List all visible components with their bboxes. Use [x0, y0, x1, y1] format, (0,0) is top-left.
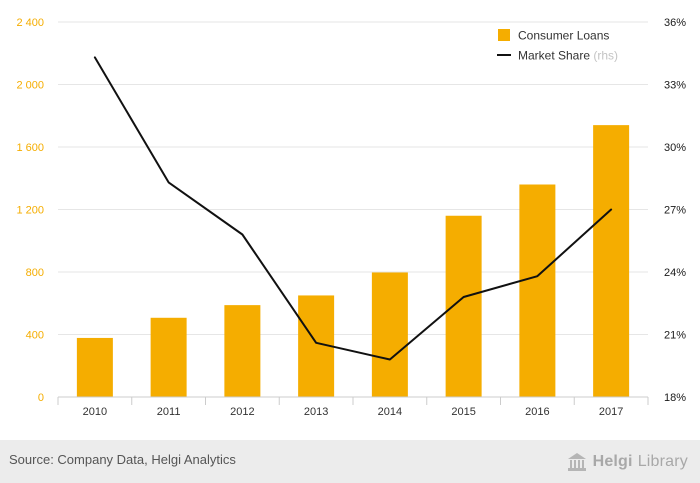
- left-axis-tick-label: 800: [26, 267, 44, 279]
- x-axis-tick-label: 2017: [599, 406, 623, 418]
- left-axis-tick-label: 0: [38, 392, 44, 404]
- x-axis-tick-label: 2012: [230, 406, 254, 418]
- chart-area: 0 400 800 1 200 1 600 2 000 2 400 18% 21% 24% 27% 3…: [16, 17, 686, 418]
- helgi-library-logo: Helgi Library: [566, 449, 688, 475]
- library-building-icon: [567, 453, 586, 471]
- brand-name-part1: Helgi: [592, 453, 633, 470]
- x-axis-tick-label: 2016: [525, 406, 549, 418]
- bar-consumer-loans: [150, 317, 187, 397]
- right-axis-tick-label: 33%: [664, 80, 686, 92]
- right-axis-tick-label: 30%: [664, 142, 686, 154]
- x-axis-tick-label: 2013: [304, 406, 328, 418]
- right-axis-tick-label: 36%: [664, 17, 686, 29]
- combo-chart: 0 400 800 1 200 1 600 2 000 2 400 18% 21% 24% 27% 3…: [16, 17, 686, 418]
- bar-consumer-loans: [371, 272, 408, 397]
- left-axis-tick-label: 1 200: [16, 205, 44, 217]
- source-text: Source: Company Data, Helgi Analytics: [9, 452, 236, 467]
- bar-consumer-loans: [224, 305, 261, 397]
- x-axis-tick-label: 2014: [378, 406, 402, 418]
- line-market-share: [93, 56, 613, 361]
- left-axis-tick-label: 2 400: [16, 17, 44, 29]
- footer: Source: Company Data, Helgi Analytics He…: [0, 440, 700, 483]
- x-axis-tick-label: 2010: [83, 406, 107, 418]
- left-axis-tick-label: 1 600: [16, 142, 44, 154]
- legend-label-market-share: Market Share (rhs): [518, 49, 618, 63]
- right-axis-tick-label: 24%: [664, 267, 686, 279]
- legend-rhs-suffix: (rhs): [593, 49, 618, 63]
- right-axis-tick-label: 21%: [664, 330, 686, 342]
- right-axis-tick-label: 18%: [664, 392, 686, 404]
- bar-consumer-loans: [76, 337, 113, 397]
- bar-consumer-loans: [593, 125, 630, 397]
- left-axis-tick-label: 400: [26, 330, 44, 342]
- x-axis-tick-label: 2011: [157, 406, 181, 418]
- right-axis-tick-label: 27%: [664, 205, 686, 217]
- bar-consumer-loans: [519, 184, 556, 397]
- left-axis-tick-label: 2 000: [16, 80, 44, 92]
- legend-swatch-consumer-loans: [498, 29, 510, 41]
- x-axis-tick-label: 2015: [451, 406, 475, 418]
- brand-name-part2: Library: [637, 453, 688, 470]
- legend-label-consumer-loans: Consumer Loans: [518, 29, 609, 43]
